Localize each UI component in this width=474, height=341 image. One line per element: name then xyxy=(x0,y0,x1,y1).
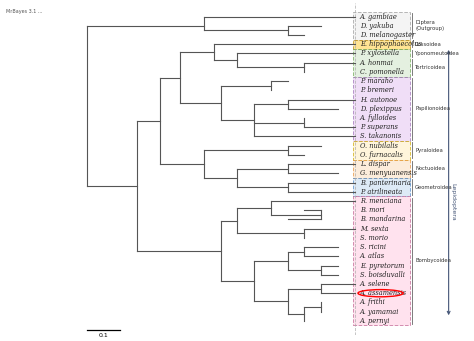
Text: Cossoidea: Cossoidea xyxy=(415,42,442,47)
Text: E. pyretorum: E. pyretorum xyxy=(360,262,404,269)
Text: D. plexippus: D. plexippus xyxy=(360,105,401,113)
Text: Lepidoptera: Lepidoptera xyxy=(450,182,455,220)
Text: A. pernyi: A. pernyi xyxy=(360,317,390,325)
Text: M. sexta: M. sexta xyxy=(360,225,388,233)
Text: B. panterinaria: B. panterinaria xyxy=(360,179,410,187)
Text: A. yamamai: A. yamamai xyxy=(360,308,399,316)
FancyBboxPatch shape xyxy=(353,141,410,160)
Text: O. nubilalis: O. nubilalis xyxy=(360,142,398,150)
Text: S. ricini: S. ricini xyxy=(360,243,386,251)
Text: MrBayes 3.1 ...: MrBayes 3.1 ... xyxy=(6,9,43,14)
Text: P. maraho: P. maraho xyxy=(360,77,393,85)
Text: Pyraloidea: Pyraloidea xyxy=(415,148,443,153)
Text: L. dispar: L. dispar xyxy=(360,160,390,168)
FancyBboxPatch shape xyxy=(353,76,410,141)
Text: A. selene: A. selene xyxy=(360,280,390,288)
Text: H. autonoe: H. autonoe xyxy=(360,95,397,104)
Text: G. menyuanensis: G. menyuanensis xyxy=(360,169,417,177)
Text: D. yakuba: D. yakuba xyxy=(360,22,393,30)
Text: Bombycoidea: Bombycoidea xyxy=(415,258,451,264)
Text: S. takanonis: S. takanonis xyxy=(360,132,401,140)
Text: E. hippophaecolus: E. hippophaecolus xyxy=(360,40,422,48)
FancyBboxPatch shape xyxy=(353,196,410,325)
Text: A. gambiae: A. gambiae xyxy=(360,13,398,20)
Text: A. frithi: A. frithi xyxy=(360,298,385,307)
FancyBboxPatch shape xyxy=(353,12,410,40)
Text: Tortricoidea: Tortricoidea xyxy=(415,65,446,70)
Text: A. atlas: A. atlas xyxy=(360,252,385,260)
FancyBboxPatch shape xyxy=(353,49,410,76)
Text: P. atrilineata: P. atrilineata xyxy=(360,188,402,196)
Text: Diptera
(Outgroup): Diptera (Outgroup) xyxy=(415,20,444,31)
Text: R. menciana: R. menciana xyxy=(360,197,401,205)
Text: B. mandarina: B. mandarina xyxy=(360,216,405,223)
Text: P. xylostella: P. xylostella xyxy=(360,49,399,58)
Text: 0.1: 0.1 xyxy=(99,333,108,338)
Text: S. morio: S. morio xyxy=(360,234,388,242)
Text: D. melanogaster: D. melanogaster xyxy=(360,31,415,39)
Text: Geometroidea: Geometroidea xyxy=(415,185,453,190)
Text: S. boisduvalli: S. boisduvalli xyxy=(360,271,405,279)
FancyBboxPatch shape xyxy=(353,40,410,49)
Text: C. pomonella: C. pomonella xyxy=(360,68,404,76)
Text: A. fylloides: A. fylloides xyxy=(360,114,397,122)
Text: P. superans: P. superans xyxy=(360,123,398,131)
Text: Yponomeutoidea: Yponomeutoidea xyxy=(415,51,460,56)
Text: Papilionoidea: Papilionoidea xyxy=(415,106,450,111)
Text: A. honmai: A. honmai xyxy=(360,59,394,67)
Text: A. assamensis: A. assamensis xyxy=(360,289,407,297)
Text: B. mori: B. mori xyxy=(360,206,384,214)
Text: P. bremeri: P. bremeri xyxy=(360,86,394,94)
Text: Noctuoidea: Noctuoidea xyxy=(415,166,445,171)
Text: O. furnacalis: O. furnacalis xyxy=(360,151,402,159)
FancyBboxPatch shape xyxy=(353,178,410,196)
FancyBboxPatch shape xyxy=(353,160,410,178)
